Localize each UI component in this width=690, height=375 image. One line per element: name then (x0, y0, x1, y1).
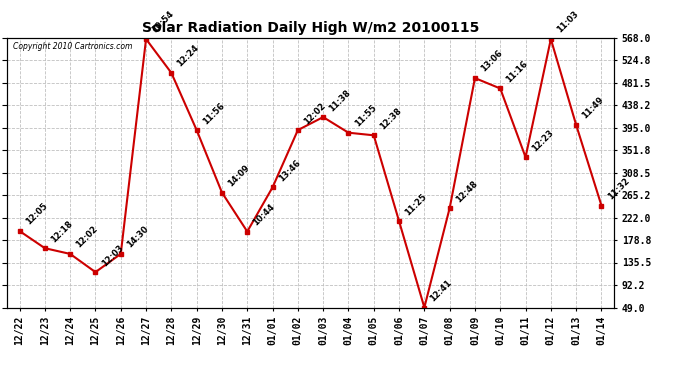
Text: 13:06: 13:06 (479, 49, 504, 74)
Text: 12:23: 12:23 (530, 128, 555, 153)
Text: 12:18: 12:18 (49, 219, 75, 244)
Text: 12:41: 12:41 (428, 278, 454, 303)
Text: 11:32: 11:32 (606, 176, 631, 201)
Text: 10:54: 10:54 (150, 10, 175, 35)
Text: 12:05: 12:05 (23, 202, 49, 227)
Text: 11:49: 11:49 (580, 96, 606, 121)
Text: 11:16: 11:16 (504, 59, 530, 84)
Text: 11:55: 11:55 (353, 103, 378, 129)
Text: Copyright 2010 Cartronics.com: Copyright 2010 Cartronics.com (13, 42, 132, 51)
Text: 11:56: 11:56 (201, 100, 226, 126)
Text: 11:03: 11:03 (555, 10, 580, 35)
Text: 12:48: 12:48 (454, 179, 479, 204)
Text: 11:25: 11:25 (403, 192, 428, 217)
Text: 12:38: 12:38 (378, 106, 403, 131)
Text: 12:03: 12:03 (99, 243, 125, 268)
Text: 11:38: 11:38 (327, 88, 353, 113)
Text: 14:09: 14:09 (226, 163, 251, 188)
Text: 13:46: 13:46 (277, 158, 302, 183)
Text: 10:44: 10:44 (251, 202, 277, 227)
Text: 12:02: 12:02 (75, 225, 99, 250)
Text: 12:02: 12:02 (302, 100, 327, 126)
Text: 12:24: 12:24 (175, 44, 201, 69)
Text: 14:30: 14:30 (125, 225, 150, 250)
Title: Solar Radiation Daily High W/m2 20100115: Solar Radiation Daily High W/m2 20100115 (142, 21, 479, 35)
